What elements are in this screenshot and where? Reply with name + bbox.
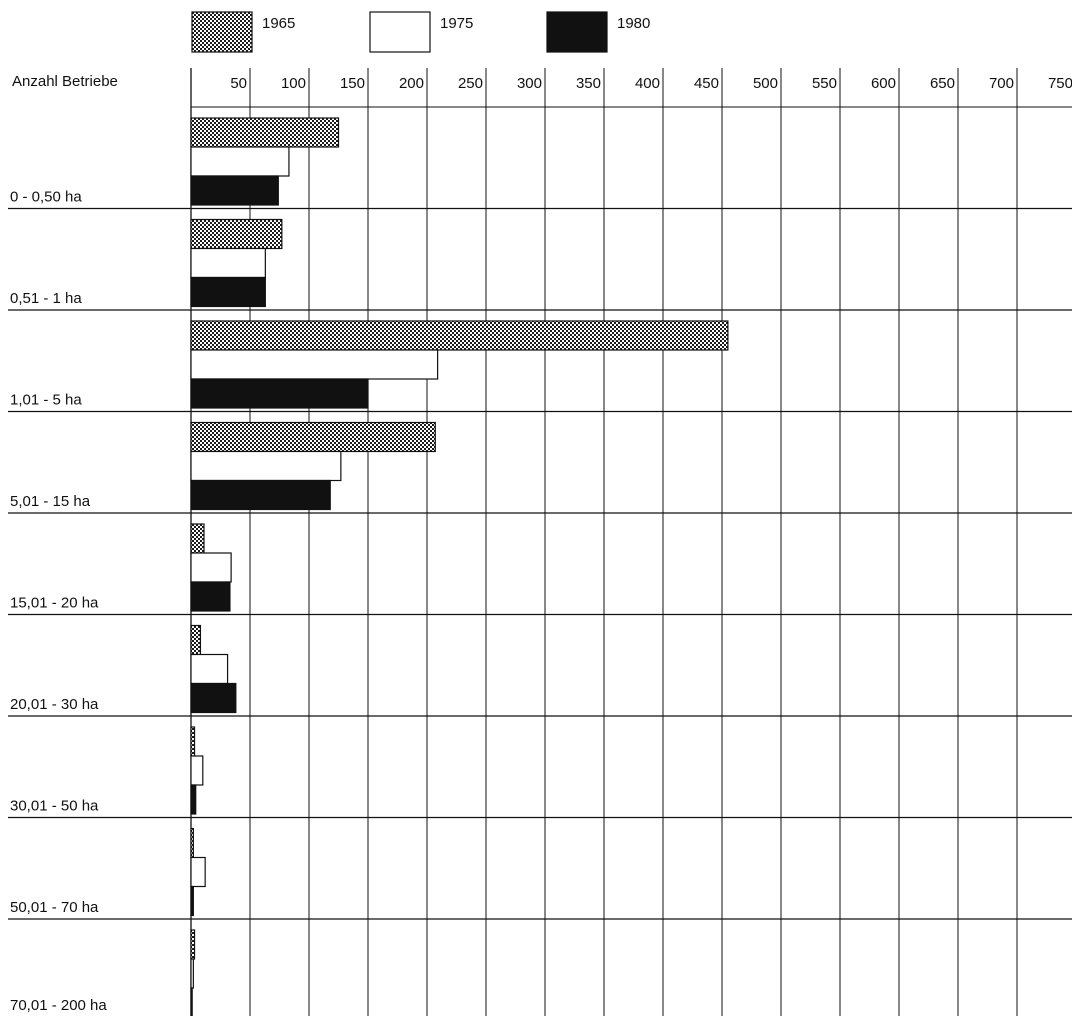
x-tick-labels: 50 100 150 200 250 300 350 400 450 500 550 600 650 70… [230,75,1072,92]
bar-1975-2 [190,349,439,380]
x-tick-label: 300 [517,75,542,92]
x-tick-label: 600 [871,75,896,92]
category-label: 0,51 - 1 ha [10,290,82,307]
bar-1975-5 [190,653,229,685]
x-tick-label: 350 [576,75,601,92]
x-tick-label: 700 [989,75,1014,92]
category-label: 20,01 - 30 ha [10,696,99,713]
bar-1965-3 [190,421,436,453]
bar-1980-7 [190,885,194,917]
bar-1980-8 [190,987,193,1016]
bar-1980-3 [190,479,331,511]
category-label: 15,01 - 20 ha [10,595,99,612]
bar-1975-0 [190,146,290,177]
bar-1980-0 [190,175,279,206]
category-label: 5,01 - 15 ha [10,493,91,510]
bar-1975-6 [190,755,204,786]
legend: 1965 1975 1980 [191,11,650,53]
category-label: 30,01 - 50 ha [10,798,99,815]
category-separators [8,106,1072,920]
category-label: 50,01 - 70 ha [10,899,99,916]
bar-1965-6 [190,726,196,757]
bar-1975-1 [190,247,266,279]
bar-1980-5 [190,682,237,714]
x-tick-label: 400 [635,75,660,92]
x-tick-label: 550 [812,75,837,92]
legend-swatch-1965 [191,11,253,53]
bar-1965-0 [190,117,340,148]
bar-1975-8 [190,958,194,989]
x-tick-label: 500 [753,75,778,92]
bar-1975-3 [190,450,342,482]
x-tick-label: 750 [1048,75,1072,92]
legend-label: 1980 [617,15,650,32]
x-tick-label: 250 [458,75,483,92]
legend-swatch-1980 [546,11,608,53]
bar-1965-7 [190,827,194,859]
x-tick-label: 200 [399,75,424,92]
bar-1965-5 [190,624,202,656]
category-label: 0 - 0,50 ha [10,189,82,206]
x-tick-label: 650 [930,75,955,92]
legend-label: 1975 [440,15,473,32]
category-label: 1,01 - 5 ha [10,392,82,409]
bar-1980-4 [190,581,231,612]
bars [190,117,729,1016]
category-labels: 0 - 0,50 ha 0,51 - 1 ha 1,01 - 5 ha 5,01 - … [10,189,107,1015]
bar-1980-1 [190,276,266,308]
bar-1965-2 [190,320,729,351]
x-tick-label: 50 [230,75,247,92]
bar-1980-6 [190,784,197,815]
y-axis-title: Anzahl Betriebe [12,73,118,90]
bar-1975-4 [190,552,232,583]
legend-label: 1965 [262,15,295,32]
bar-1965-8 [190,929,196,960]
bar-1965-4 [190,523,205,554]
bar-1980-2 [190,378,369,409]
bar-1975-7 [190,856,206,888]
grid [190,68,1018,1016]
x-tick-label: 450 [694,75,719,92]
legend-swatch-1975 [369,11,431,53]
x-tick-label: 100 [281,75,306,92]
category-label: 70,01 - 200 ha [10,997,107,1014]
bar-1965-1 [190,218,283,250]
x-tick-label: 150 [340,75,365,92]
